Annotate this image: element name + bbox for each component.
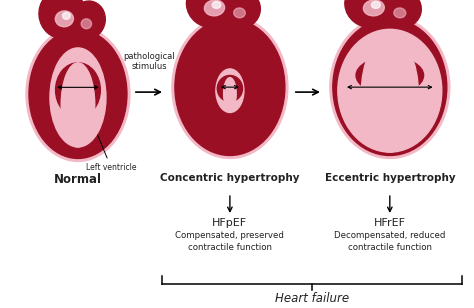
Text: Eccentric hypertrophy: Eccentric hypertrophy: [325, 173, 455, 183]
Text: HFrEF: HFrEF: [374, 218, 406, 228]
Ellipse shape: [356, 57, 424, 94]
Ellipse shape: [338, 29, 442, 152]
Ellipse shape: [223, 0, 260, 28]
Text: HFpEF: HFpEF: [212, 218, 247, 228]
Ellipse shape: [212, 2, 221, 8]
Ellipse shape: [29, 30, 127, 158]
Text: Heart failure: Heart failure: [275, 292, 349, 305]
Ellipse shape: [204, 0, 225, 16]
Text: Left ventricle: Left ventricle: [86, 126, 137, 172]
Ellipse shape: [333, 19, 447, 156]
Ellipse shape: [345, 0, 399, 28]
Ellipse shape: [394, 8, 406, 18]
Ellipse shape: [383, 0, 421, 28]
Ellipse shape: [39, 0, 86, 38]
Ellipse shape: [186, 0, 238, 28]
Ellipse shape: [55, 63, 100, 117]
Ellipse shape: [55, 11, 73, 27]
Ellipse shape: [216, 69, 244, 112]
Ellipse shape: [175, 19, 285, 156]
Ellipse shape: [61, 63, 95, 147]
Ellipse shape: [217, 75, 243, 102]
Ellipse shape: [234, 8, 245, 18]
Text: Concentric hypertrophy: Concentric hypertrophy: [160, 173, 300, 183]
Ellipse shape: [81, 19, 91, 29]
Ellipse shape: [172, 16, 288, 158]
Ellipse shape: [224, 78, 236, 110]
Ellipse shape: [63, 12, 70, 19]
Ellipse shape: [72, 1, 105, 38]
Ellipse shape: [26, 27, 130, 161]
Ellipse shape: [371, 2, 380, 8]
Text: pathological
stimulus: pathological stimulus: [123, 52, 175, 71]
Text: Compensated, preserved
contractile function: Compensated, preserved contractile funct…: [175, 231, 284, 252]
Ellipse shape: [330, 16, 450, 158]
Ellipse shape: [361, 35, 419, 152]
Text: Normal: Normal: [54, 173, 102, 186]
Ellipse shape: [50, 48, 106, 147]
Ellipse shape: [364, 0, 384, 16]
Text: Decompensated, reduced
contractile function: Decompensated, reduced contractile funct…: [334, 231, 446, 252]
